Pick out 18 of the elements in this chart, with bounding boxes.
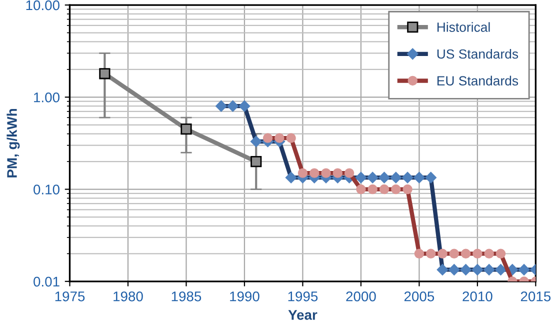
y-tick-label: 0.01 (34, 276, 60, 287)
legend-label: US Standards (437, 48, 518, 59)
x-tick-label: 1985 (172, 291, 202, 302)
legend-label: EU Standards (437, 76, 518, 86)
x-tick-label: 1990 (230, 291, 260, 302)
x-tick-label: 2005 (404, 291, 434, 302)
y-axis-title: PM, g/kWh (6, 108, 20, 178)
y-tick-label: 1.00 (34, 92, 60, 102)
x-tick-label: 2000 (346, 291, 376, 302)
x-tick-label: 2010 (462, 291, 492, 302)
x-tick-label: 1980 (114, 291, 143, 302)
legend-label: Historical (437, 22, 490, 32)
x-tick-label: 1995 (288, 291, 318, 302)
y-tick-label: 0.10 (34, 184, 60, 194)
x-tick-label: 1975 (55, 291, 85, 302)
x-axis-title: Year (288, 310, 318, 320)
y-tick-label: 10.00 (26, 0, 60, 10)
x-tick-label: 2015 (520, 291, 551, 302)
